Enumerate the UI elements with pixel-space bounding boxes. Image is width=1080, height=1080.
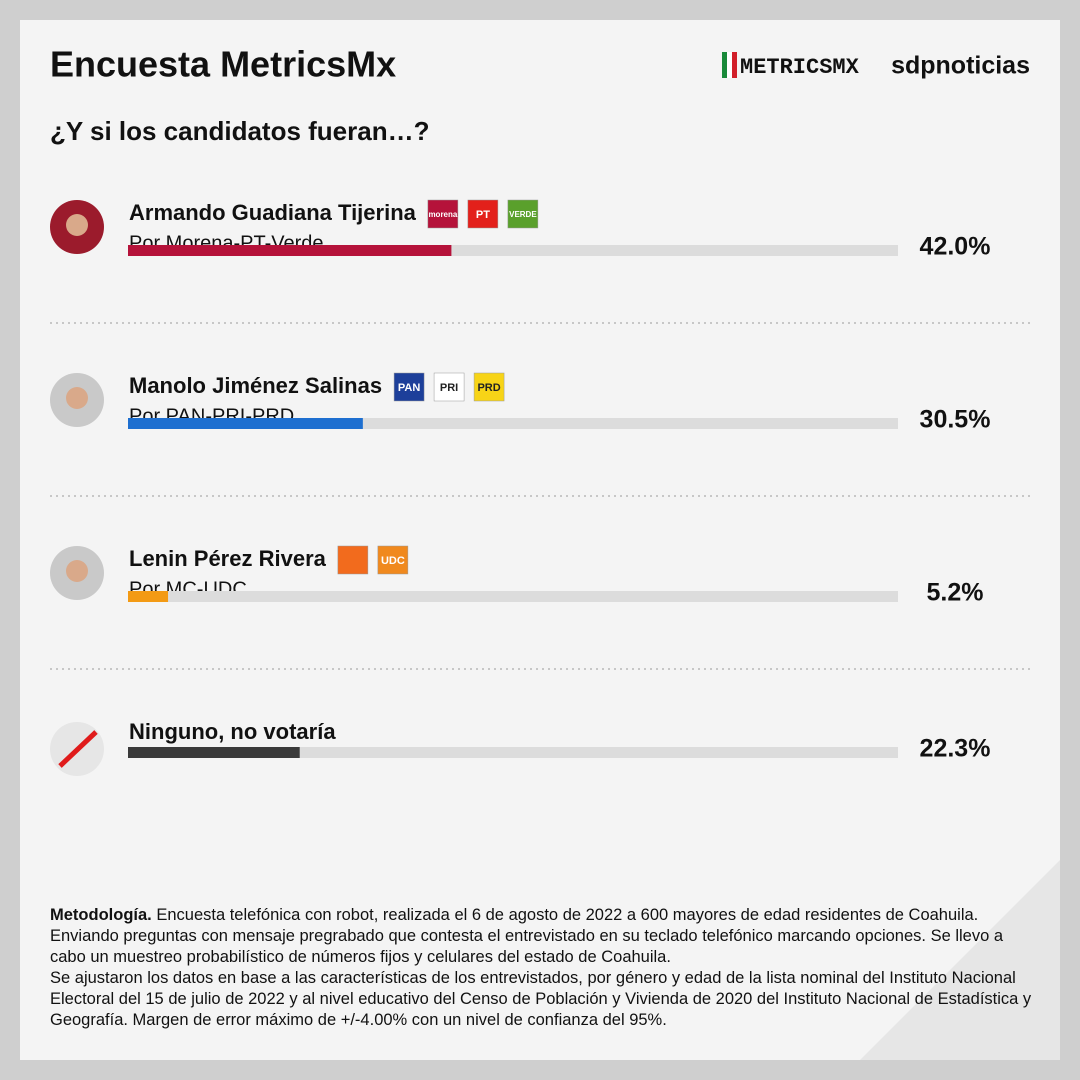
party-badge xyxy=(377,545,409,575)
party-badge-label: PAN xyxy=(398,382,420,394)
party-badge xyxy=(433,372,465,402)
party-badge-label: morena xyxy=(428,210,457,219)
bar-track xyxy=(128,418,898,429)
logo-flag xyxy=(722,52,727,78)
logo-sdpnoticias: sdpnoticias xyxy=(891,52,1030,80)
bar xyxy=(128,747,300,758)
methodology-label: Metodología. xyxy=(50,906,152,924)
party-badge xyxy=(467,199,499,229)
value-label: 42.0% xyxy=(920,233,991,261)
party-badge xyxy=(473,372,505,402)
avatar-face xyxy=(66,387,88,409)
logo-flag xyxy=(727,52,732,78)
party-badge-label: PT xyxy=(476,209,490,221)
avatar-face xyxy=(66,214,88,236)
methodology-text: Encuesta telefónica con robot, realizada… xyxy=(50,906,1004,966)
logo-metricsmx: METRICSMX xyxy=(740,55,860,80)
bar-track xyxy=(128,591,898,602)
logo-flag xyxy=(732,52,737,78)
party-badge-label: VERDE xyxy=(509,210,537,219)
party-badge xyxy=(427,199,459,229)
card xyxy=(20,20,1060,1060)
methodology-paragraph: Se ajustaron los datos en base a las car… xyxy=(50,968,1035,1031)
avatar-face xyxy=(66,560,88,582)
bar xyxy=(128,591,169,602)
candidate-name: Lenin Pérez Rivera xyxy=(129,546,327,571)
party-badge-label: PRI xyxy=(440,382,458,394)
bar xyxy=(128,418,363,429)
bar-track xyxy=(128,747,898,758)
methodology: Metodología. Encuesta telefónica con rob… xyxy=(50,905,1035,1031)
corner-decoration xyxy=(860,860,1060,1060)
methodology-paragraph: Metodología. Encuesta telefónica con rob… xyxy=(50,905,1035,968)
party-badge xyxy=(393,372,425,402)
bar-track xyxy=(128,245,898,256)
candidate-name: Ninguno, no votaría xyxy=(129,719,336,744)
bar xyxy=(128,245,452,256)
candidate-name: Armando Guadiana Tijerina xyxy=(129,200,417,225)
candidate-name: Manolo Jiménez Salinas xyxy=(129,373,382,398)
value-label: 22.3% xyxy=(920,735,991,763)
party-badge xyxy=(337,545,369,575)
value-label: 30.5% xyxy=(920,406,991,434)
party-badge-label: UDC xyxy=(381,555,405,567)
none-slash xyxy=(58,730,98,768)
methodology-text: Se ajustaron los datos en base a las car… xyxy=(50,969,1032,1029)
party-badge-label: PRD xyxy=(477,382,500,394)
value-label: 5.2% xyxy=(927,579,984,607)
chart-subtitle: ¿Y si los candidatos fueran…? xyxy=(50,116,430,146)
party-badge xyxy=(507,199,539,229)
chart-title: Encuesta MetricsMx xyxy=(50,44,396,85)
